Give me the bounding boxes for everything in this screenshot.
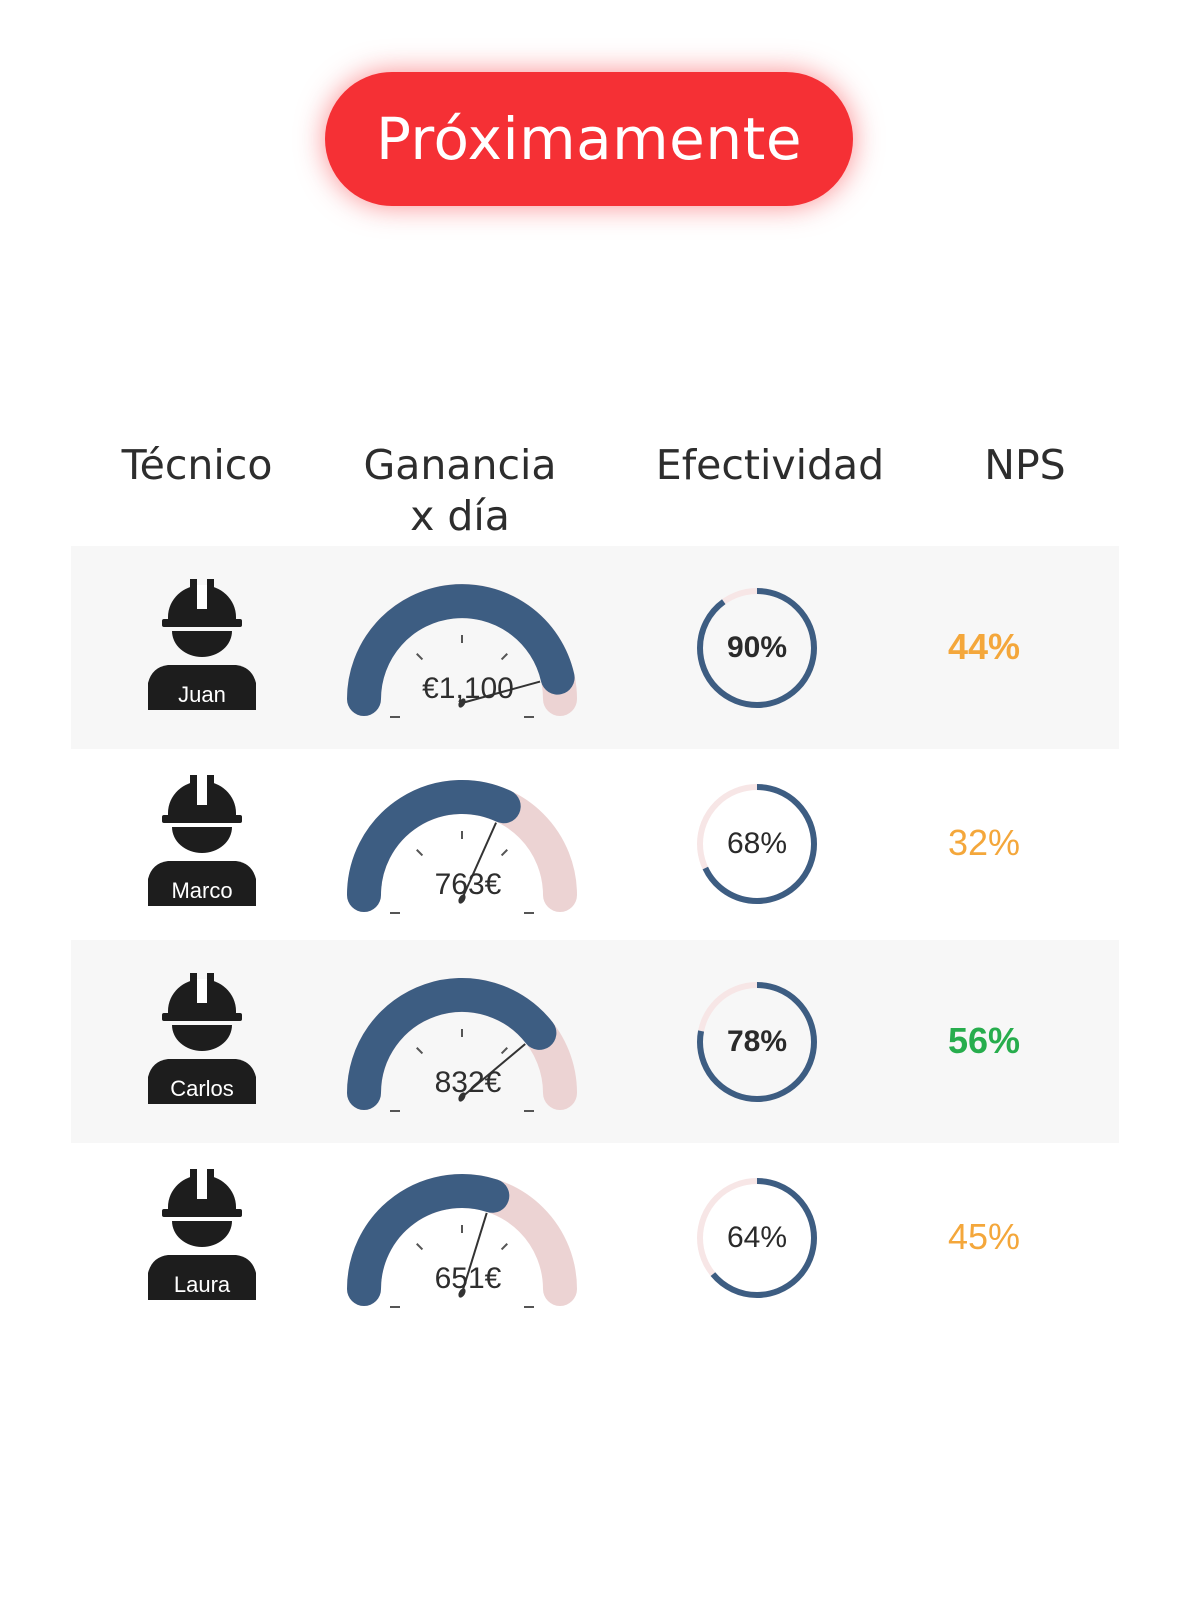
technician-name: Carlos	[170, 1076, 234, 1101]
donut-fill	[697, 982, 817, 1102]
table-row: Carlos 832€ 78% 56%	[71, 940, 1119, 1143]
gauge-fill	[347, 978, 557, 1110]
header-efectividad: Efectividad	[655, 441, 885, 489]
helmet-ridge-right	[207, 579, 214, 609]
worker-face	[172, 1025, 232, 1051]
helmet-ridge-gap	[197, 1175, 207, 1199]
table-row: Marco 763€ 68% 32%	[71, 742, 1119, 945]
nps-value: 45%	[947, 1216, 1021, 1257]
helmet-ridge-left	[190, 1169, 197, 1199]
nps-value: 32%	[947, 822, 1021, 863]
helmet-ridge-gap	[197, 585, 207, 609]
helmet-ridge-left	[190, 775, 197, 805]
worker-face	[172, 827, 232, 853]
efectividad-donut: 64%	[693, 1174, 821, 1302]
gauge-tick	[500, 653, 508, 661]
ganancia-value: 763€	[434, 868, 502, 901]
efectividad-donut: 78%	[693, 978, 821, 1106]
gauge-tick	[416, 1047, 424, 1055]
ganancia-gauge: 763€	[338, 777, 598, 927]
technician-name: Marco	[171, 878, 233, 903]
worker-helmet-icon: Marco	[146, 775, 258, 910]
worker-shoulders	[148, 665, 256, 710]
gauge-needle	[461, 680, 541, 704]
helmet-brim	[162, 619, 242, 627]
gauge-fill	[347, 780, 521, 912]
gauge-tick	[500, 849, 508, 857]
worker-helmet-icon: Juan	[146, 579, 258, 714]
efectividad-value: 78%	[726, 1025, 788, 1058]
gauge-needle-hub	[458, 698, 466, 708]
helmet-ridge-right	[207, 973, 214, 1003]
worker-face	[172, 631, 232, 657]
helmet-brim	[162, 1013, 242, 1021]
gauge-tick	[416, 849, 424, 857]
header-ganancia: Ganancia x día	[330, 440, 590, 542]
worker-helmet-icon: Laura	[146, 1169, 258, 1304]
efectividad-donut: 90%	[693, 584, 821, 712]
efectividad-value: 64%	[726, 1221, 788, 1254]
ganancia-value: €1,100	[422, 672, 514, 705]
helmet-ridge-right	[207, 1169, 214, 1199]
gauge-needle	[461, 822, 497, 900]
donut-fill	[697, 784, 817, 904]
gauge-fill	[347, 1174, 510, 1306]
donut-fill	[697, 588, 817, 708]
helmet-ridge-gap	[197, 979, 207, 1003]
gauge-tick	[416, 653, 424, 661]
gauge-needle	[461, 1212, 488, 1294]
header-tecnico: Técnico	[121, 441, 273, 489]
header-ganancia-line1: Ganancia	[363, 441, 557, 489]
gauge-tick	[500, 1047, 508, 1055]
gauge-needle-hub	[458, 1288, 466, 1298]
ganancia-value: 651€	[434, 1262, 502, 1295]
gauge-needle-hub	[458, 894, 466, 904]
table-row: Laura 651€ 64% 45%	[71, 1136, 1119, 1339]
technician-name: Laura	[173, 1272, 231, 1297]
helmet-ridge-left	[190, 579, 197, 609]
proximamente-badge: Próximamente	[325, 72, 853, 206]
nps-value: 44%	[947, 626, 1021, 667]
ganancia-gauge: €1,100	[338, 581, 598, 731]
efectividad-value: 68%	[726, 827, 788, 860]
header-ganancia-line2: x día	[410, 492, 510, 540]
helmet-brim	[162, 1209, 242, 1217]
worker-face	[172, 1221, 232, 1247]
gauge-needle-hub	[458, 1092, 466, 1102]
efectividad-donut: 68%	[693, 780, 821, 908]
donut-fill	[697, 1178, 817, 1298]
ganancia-gauge: 832€	[338, 975, 598, 1125]
helmet-brim	[162, 815, 242, 823]
helmet-ridge-right	[207, 775, 214, 805]
efectividad-value: 90%	[726, 631, 788, 664]
worker-helmet-icon: Carlos	[146, 973, 258, 1108]
gauge-needle	[461, 1043, 526, 1098]
gauge-tick	[416, 1243, 424, 1251]
gauge-fill	[347, 584, 575, 716]
ganancia-value: 832€	[434, 1066, 502, 1099]
ganancia-gauge: 651€	[338, 1171, 598, 1321]
nps-value: 56%	[947, 1020, 1021, 1061]
gauge-tick	[500, 1243, 508, 1251]
worker-shoulders	[148, 1059, 256, 1104]
helmet-ridge-left	[190, 973, 197, 1003]
technician-name: Juan	[178, 682, 226, 707]
helmet-ridge-gap	[197, 781, 207, 805]
worker-shoulders	[148, 861, 256, 906]
worker-shoulders	[148, 1255, 256, 1300]
table-row: Juan €1,100 90% 44%	[71, 546, 1119, 749]
header-nps: NPS	[984, 441, 1066, 489]
